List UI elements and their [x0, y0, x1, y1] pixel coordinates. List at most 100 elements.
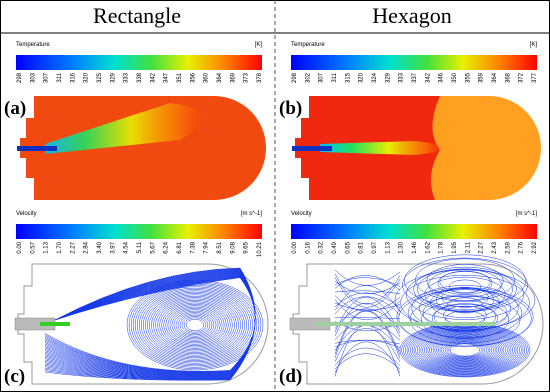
colorbar-title: Velocity: [16, 211, 37, 217]
streamline: [415, 329, 515, 371]
colorbar-tick-label: 3.97: [110, 241, 116, 253]
colorbar-tick-label: 302: [305, 72, 311, 83]
streamline: [422, 294, 508, 332]
colorbar-tick-label: 324: [372, 72, 378, 83]
streamline: [145, 291, 245, 359]
colorbar-tick-label: 2.43: [492, 241, 498, 253]
colorbar-tick-label: 342: [150, 72, 156, 83]
streamline: [153, 297, 237, 353]
colorbar-tick-label: 360: [204, 72, 210, 83]
colorbar-unit: [m s^-1]: [241, 211, 262, 217]
streamline: [448, 279, 482, 294]
streamline: [334, 296, 401, 334]
colorbar-tick-label: 359: [479, 72, 485, 83]
colorbar-tick-label: 368: [505, 72, 511, 83]
colorbar-tick-label: 315: [345, 72, 351, 83]
streamline: [334, 340, 401, 348]
streamline: [161, 302, 229, 348]
colorbar-tick-label: 369: [230, 72, 236, 83]
streamline: [334, 317, 401, 320]
colorbar-unit: [m s^-1]: [516, 211, 537, 217]
streamline: [437, 271, 493, 295]
colorbar-tick-label: 10.21: [257, 241, 263, 257]
streamline: [167, 306, 223, 344]
colorbar-tick-label: 355: [465, 72, 471, 83]
streamline: [447, 297, 483, 314]
streamline: [408, 326, 522, 374]
colorbar-tick-label: 4.54: [124, 241, 130, 253]
streamline: [151, 295, 239, 355]
colorbar-tick-label: 3.40: [97, 241, 103, 253]
colorbar-tick-label: 351: [177, 72, 183, 83]
colorbar-tick-label: 307: [44, 72, 50, 83]
streamline: [334, 353, 401, 370]
streamline: [169, 308, 221, 342]
streamline: [424, 276, 506, 312]
streamline: [425, 333, 505, 367]
streamline: [334, 328, 401, 363]
colorbar-tick-label: 325: [97, 72, 103, 83]
colorbar-tick-label: 320: [84, 72, 90, 83]
streamline: [430, 335, 500, 365]
streamline: [446, 342, 484, 358]
colorbar-tick-label: 7.94: [204, 241, 210, 253]
panel-label: (b): [279, 98, 302, 119]
streamline: [334, 277, 401, 308]
colorbar-tick-label: 0.00: [17, 241, 23, 253]
colorbar-tick-label: 333: [399, 72, 405, 83]
colorbar-tick-label: 342: [425, 72, 431, 83]
colorbar-tick-label: 1.13: [385, 241, 391, 253]
colorbar-tick-label: 6.24: [164, 241, 170, 253]
streamline: [445, 310, 485, 328]
streamline: [334, 280, 401, 294]
temperature-contour: [20, 96, 266, 200]
panel-label: (c): [4, 366, 25, 387]
streamline: [334, 302, 401, 311]
colorbar-tick-label: 347: [164, 72, 170, 83]
colorbar-tick-label: 311: [57, 72, 63, 82]
colorbar-tick-label: 7.38: [190, 241, 196, 253]
colorbar: [16, 224, 262, 239]
colorbar-unit: [K]: [530, 42, 538, 48]
colorbar-tick-label: 2.92: [532, 241, 538, 253]
colorbar-title: Velocity: [291, 211, 312, 217]
colorbar-tick-label: 329: [385, 72, 391, 83]
streamlines: [334, 254, 536, 378]
colorbar-tick-label: 307: [319, 72, 325, 83]
streamline: [165, 305, 225, 345]
colorbar-tick-label: 0.16: [305, 241, 311, 253]
streamline: [419, 288, 511, 329]
streamline: [136, 286, 254, 364]
colorbar-tick-label: 1.78: [439, 241, 445, 253]
colorbar-tick-label: 350: [452, 72, 458, 83]
colorbar-tick-label: 0.65: [345, 241, 351, 253]
colorbar-tick-label: 0.81: [359, 241, 365, 253]
colorbar-tick-label: 9.65: [244, 241, 250, 253]
colorbar-tick-label: 1.30: [399, 241, 405, 253]
streamlines: [44, 267, 264, 381]
colorbar-title: Temperature: [291, 42, 325, 48]
colorbar-tick-label: 372: [519, 72, 525, 83]
colorbar-tick-label: 6.81: [177, 241, 183, 253]
streamline: [334, 285, 401, 312]
colorbar-tick-label: 320: [359, 72, 365, 83]
jet: [40, 322, 70, 326]
colorbar-tick-label: 0.97: [372, 241, 378, 253]
colorbar-tick-label: 1.95: [452, 241, 458, 253]
colorbar-tick-label: 9.08: [230, 241, 236, 253]
streamline: [334, 290, 401, 294]
streamline: [432, 304, 498, 333]
colorbar-tick-label: 378: [257, 72, 263, 83]
colorbar-tick-label: 0.00: [292, 241, 298, 253]
streamline: [141, 289, 249, 361]
colorbar-tick-label: 2.84: [84, 241, 90, 253]
streamline: [427, 334, 503, 366]
colorbar-tick-label: 2.11: [465, 241, 471, 253]
colorbar-tick-label: 338: [137, 72, 143, 83]
colorbar-tick-label: 0.32: [319, 241, 325, 253]
colorbar-tick-label: 2.27: [479, 241, 485, 253]
colorbar-unit: [K]: [255, 42, 263, 48]
colorbar-tick-label: 2.27: [70, 241, 76, 253]
colorbar-tick-label: 333: [124, 72, 130, 83]
